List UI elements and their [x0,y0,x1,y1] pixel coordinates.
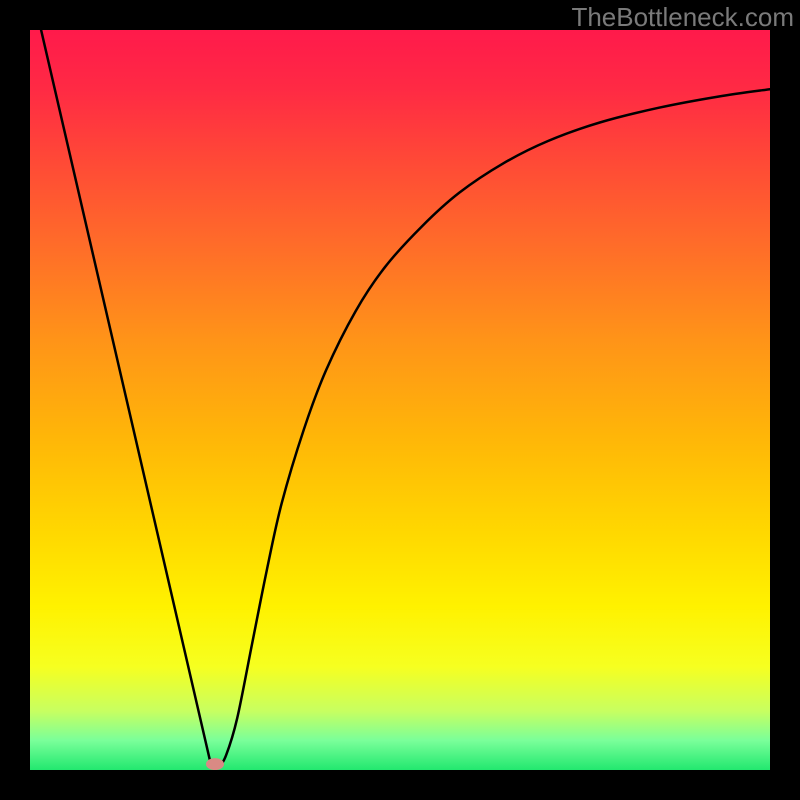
chart-container: TheBottleneck.com [0,0,800,800]
optimal-point-marker [206,758,224,770]
plot-area [30,30,770,770]
watermark-text: TheBottleneck.com [571,2,794,33]
bottleneck-curve [41,30,770,767]
curve-overlay [30,30,770,770]
